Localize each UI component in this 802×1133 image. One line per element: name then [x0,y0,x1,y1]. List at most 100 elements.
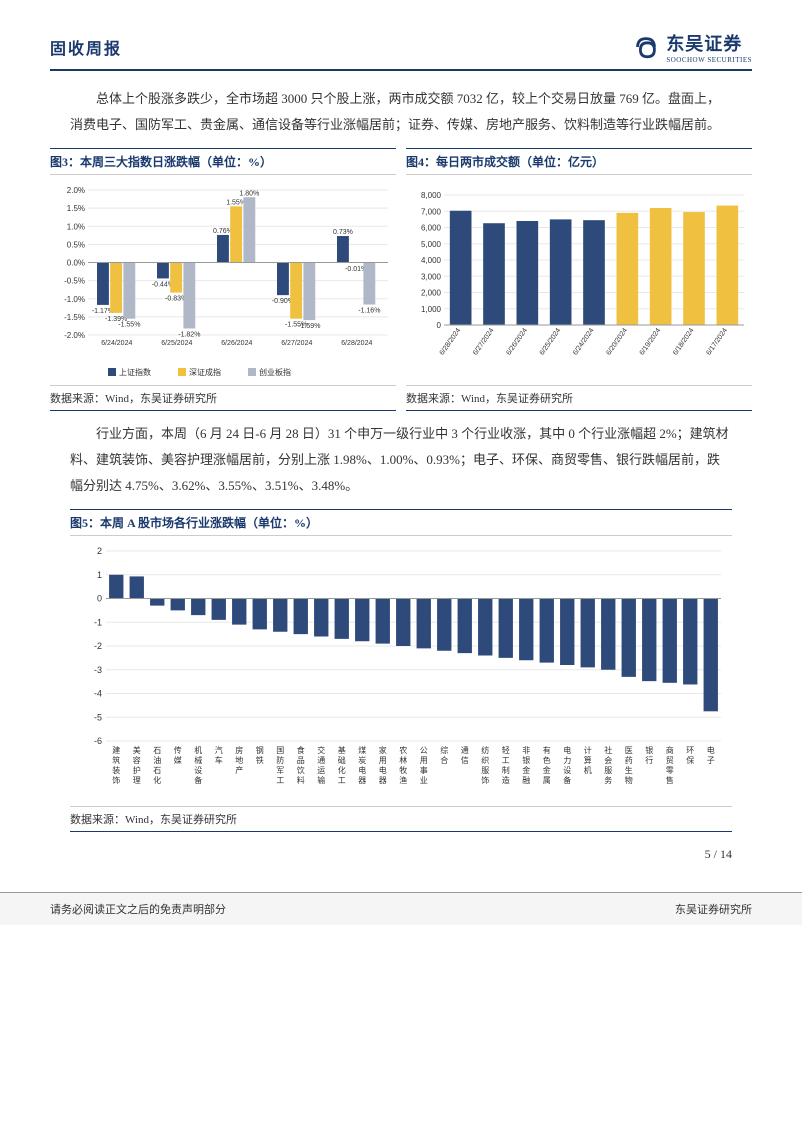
svg-text:1,000: 1,000 [421,305,442,314]
svg-text:合: 合 [440,755,448,765]
svg-text:饰: 饰 [112,775,120,785]
svg-text:2: 2 [97,546,102,556]
svg-text:-6: -6 [94,736,102,746]
chart4-plot: 01,0002,0003,0004,0005,0006,0007,0008,00… [406,180,752,380]
svg-text:础: 础 [338,755,346,765]
svg-text:6/18/2024: 6/18/2024 [672,327,696,357]
chart4-source: 数据来源：Wind，东吴证券研究所 [406,385,752,411]
svg-text:-1: -1 [94,617,102,627]
svg-text:7,000: 7,000 [421,207,442,216]
svg-text:化: 化 [153,775,161,785]
svg-text:化: 化 [338,765,346,775]
soochow-logo-icon [632,33,660,61]
page-container: 固收周报 东吴证券 SOOCHOW SECURITIES 总体上个股涨多跌少，全… [0,0,802,882]
charts-row-1: 图3：本周三大指数日涨跌幅（单位：%） -2.0%-1.5%-1.0%-0.5%… [50,148,752,411]
svg-text:林: 林 [399,755,407,765]
svg-text:创业板指: 创业板指 [259,367,291,377]
svg-text:房: 房 [235,745,243,755]
paragraph-1: 总体上个股涨多跌少，全市场超 3000 只个股上涨，两市成交额 7032 亿，较… [50,86,752,138]
svg-text:-1.0%: -1.0% [64,295,85,304]
svg-text:务: 务 [604,775,612,785]
svg-text:汽: 汽 [215,745,223,755]
svg-text:环: 环 [686,746,694,755]
svg-text:行: 行 [645,755,653,765]
logo-en-text: SOOCHOW SECURITIES [666,56,752,64]
svg-text:医: 医 [625,746,633,755]
svg-text:深证成指: 深证成指 [189,367,221,377]
svg-text:6/26/2024: 6/26/2024 [505,327,529,357]
svg-text:6/27/2024: 6/27/2024 [281,340,312,347]
svg-text:3,000: 3,000 [421,272,442,281]
svg-text:传: 传 [174,745,182,755]
svg-text:非: 非 [522,745,530,755]
logo-text-block: 东吴证券 SOOCHOW SECURITIES [666,30,752,64]
svg-text:6,000: 6,000 [421,224,442,233]
svg-text:纺: 纺 [481,745,489,755]
svg-text:上证指数: 上证指数 [119,367,151,377]
svg-text:金: 金 [543,765,551,775]
svg-text:6/20/2024: 6/20/2024 [605,327,629,357]
svg-text:1.55%: 1.55% [226,199,246,206]
logo-cn-text: 东吴证券 [666,30,752,56]
chart3-container: 图3：本周三大指数日涨跌幅（单位：%） -2.0%-1.5%-1.0%-0.5%… [50,148,396,411]
svg-text:服: 服 [604,766,612,775]
svg-text:服: 服 [481,766,489,775]
svg-text:炭: 炭 [358,756,366,765]
svg-text:通: 通 [461,745,469,755]
page-header: 固收周报 东吴证券 SOOCHOW SECURITIES [50,30,752,71]
svg-text:计: 计 [584,745,592,755]
svg-text:6/25/2024: 6/25/2024 [539,327,563,357]
svg-text:商: 商 [666,745,674,755]
svg-text:运: 运 [317,766,325,775]
svg-text:信: 信 [461,755,469,765]
svg-text:容: 容 [133,755,141,765]
svg-text:1.0%: 1.0% [67,222,85,231]
chart3-plot: -2.0%-1.5%-1.0%-0.5%0.0%0.5%1.0%1.5%2.0%… [50,180,396,380]
svg-text:0.5%: 0.5% [67,240,85,249]
svg-text:防: 防 [276,755,284,765]
brand-logo: 东吴证券 SOOCHOW SECURITIES [632,30,752,64]
chart3-source: 数据来源：Wind，东吴证券研究所 [50,385,396,411]
footer-org: 东吴证券研究所 [675,901,752,917]
chart4-title: 图4：每日两市成交额（单位：亿元） [406,148,752,175]
svg-text:2.0%: 2.0% [67,186,85,195]
svg-text:电: 电 [379,765,387,775]
svg-text:通: 通 [317,755,325,765]
svg-text:地: 地 [235,755,243,765]
svg-text:业: 业 [420,775,428,785]
report-type-label: 固收周报 [50,35,122,59]
svg-text:-4: -4 [94,689,102,699]
svg-text:轻: 轻 [502,745,510,755]
svg-text:8,000: 8,000 [421,191,442,200]
svg-text:6/27/2024: 6/27/2024 [472,327,496,357]
svg-text:6/28/2024: 6/28/2024 [439,327,463,357]
svg-text:1.80%: 1.80% [239,190,259,197]
svg-text:石: 石 [153,746,161,755]
svg-text:农: 农 [399,745,407,755]
svg-text:融: 融 [522,775,530,785]
svg-text:工: 工 [338,776,346,785]
svg-text:2,000: 2,000 [421,289,442,298]
svg-text:6/25/2024: 6/25/2024 [161,340,192,347]
svg-text:渔: 渔 [399,775,407,785]
svg-text:属: 属 [543,776,551,785]
svg-text:-2.0%: -2.0% [64,331,85,340]
svg-text:设: 设 [194,765,202,775]
svg-text:料: 料 [297,775,305,785]
svg-text:筑: 筑 [112,755,120,765]
svg-text:煤: 煤 [358,745,366,755]
svg-text:油: 油 [153,755,161,765]
chart3-title: 图3：本周三大指数日涨跌幅（单位：%） [50,148,396,175]
svg-text:0: 0 [97,594,102,604]
svg-text:6/26/2024: 6/26/2024 [221,340,252,347]
svg-text:饮: 饮 [297,765,305,775]
svg-text:-5: -5 [94,712,102,722]
svg-text:媒: 媒 [174,756,182,765]
svg-text:军: 军 [276,766,284,775]
svg-text:银: 银 [522,755,530,765]
svg-text:产: 产 [235,765,243,775]
svg-text:备: 备 [563,775,571,785]
svg-text:电: 电 [707,745,715,755]
svg-text:保: 保 [686,755,694,765]
svg-text:0.0%: 0.0% [67,259,85,268]
